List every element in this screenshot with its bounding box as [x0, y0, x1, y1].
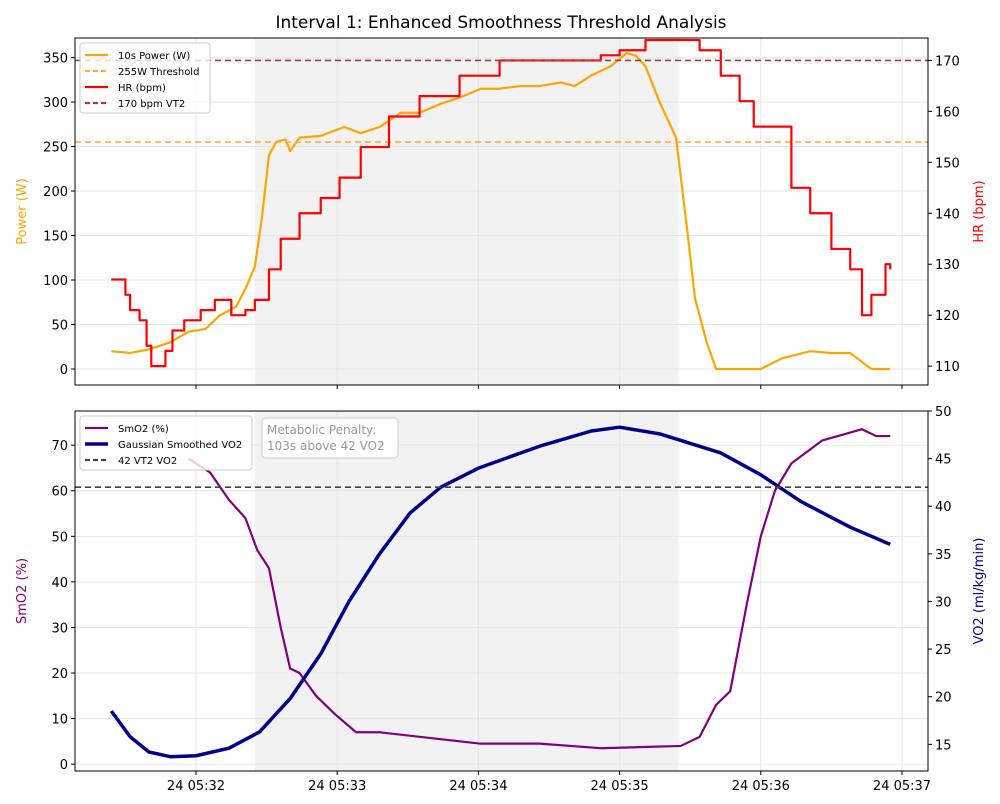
legend-label: 42 VT2 VO2 — [118, 456, 177, 467]
hr-bpm--line — [111, 38, 892, 368]
y-tick-label: 250 — [43, 141, 68, 156]
bottom-panel: 24 05:32 24 05:33 24 05:34 24 05:35 24 05:36… — [15, 405, 987, 794]
y-tick-label: 50 — [51, 318, 68, 333]
legend-box — [79, 42, 211, 114]
shaded-interval — [254, 38, 679, 385]
y-right-tick-label: 110 — [935, 360, 960, 375]
legend-box — [79, 415, 253, 471]
y-tick-label: 300 — [43, 96, 68, 111]
legend-label: HR (bpm) — [118, 83, 166, 94]
y-axis-label: Power (W) — [15, 178, 30, 244]
smo2--line — [188, 428, 891, 750]
axes-frame — [74, 37, 929, 386]
y-right-tick-label: 15 — [935, 738, 952, 753]
y-right-tick-label: 30 — [935, 595, 952, 610]
y-tick-label: 60 — [51, 485, 68, 500]
annotation-text: Metabolic Penalty: — [267, 423, 376, 437]
y-right-tick-label: 170 — [935, 54, 960, 69]
y-tick-label: 350 — [43, 52, 68, 67]
y-tick-label: 100 — [43, 274, 68, 289]
y-tick-label: 0 — [60, 363, 68, 378]
legend-label: 170 bpm VT2 — [118, 99, 185, 110]
y-right-tick-label: 150 — [935, 156, 960, 171]
y-right-axis-label: VO2 (ml/kg/min) — [972, 538, 987, 645]
y-tick-label: 150 — [43, 230, 68, 245]
x-tick-label: 24 05:36 — [732, 779, 790, 794]
y-tick-label: 200 — [43, 185, 68, 200]
y-right-axis-label: HR (bpm) — [972, 180, 987, 242]
y-tick-label: 20 — [51, 667, 68, 682]
x-tick-label: 24 05:33 — [308, 779, 366, 794]
y-right-tick-label: 35 — [935, 548, 952, 563]
annotation-box — [261, 417, 399, 459]
y-right-tick-label: 20 — [935, 691, 952, 706]
y-right-tick-label: 40 — [935, 500, 952, 515]
legend-label: 255W Threshold — [118, 67, 199, 78]
annotation-text: 103s above 42 VO2 — [267, 439, 385, 453]
legend-label: SmO2 (%) — [118, 424, 169, 435]
10s-power-w--line — [111, 52, 891, 371]
y-tick-label: 0 — [60, 758, 68, 773]
y-axis-label: SmO2 (%) — [15, 558, 30, 624]
y-right-tick-label: 140 — [935, 207, 960, 222]
shaded-interval — [254, 411, 679, 771]
legend-label: 10s Power (W) — [118, 51, 190, 62]
y-tick-label: 10 — [51, 713, 68, 728]
y-right-tick-label: 120 — [935, 309, 960, 324]
axes-frame — [74, 410, 929, 772]
x-tick-label: 24 05:32 — [167, 779, 225, 794]
x-tick-label: 24 05:34 — [449, 779, 507, 794]
y-right-tick-label: 25 — [935, 643, 952, 658]
top-panel: 0 50 100 150 200 250 300 350 110 120 130 140 150 160 1… — [15, 37, 987, 389]
y-tick-label: 70 — [51, 439, 68, 454]
x-tick-label: 24 05:37 — [873, 779, 931, 794]
x-tick-label: 24 05:35 — [591, 779, 649, 794]
y-right-tick-label: 50 — [935, 405, 952, 420]
y-right-tick-label: 160 — [935, 105, 960, 120]
legend-label: Gaussian Smoothed VO2 — [118, 440, 242, 451]
y-right-tick-label: 45 — [935, 453, 952, 468]
y-tick-label: 40 — [51, 576, 68, 591]
chart-title: Interval 1: Enhanced Smoothness Threshol… — [275, 13, 726, 33]
gaussian-smoothed-vo2-line — [109, 425, 891, 759]
y-right-tick-label: 130 — [935, 258, 960, 273]
y-tick-label: 50 — [51, 530, 68, 545]
y-tick-label: 30 — [51, 621, 68, 636]
